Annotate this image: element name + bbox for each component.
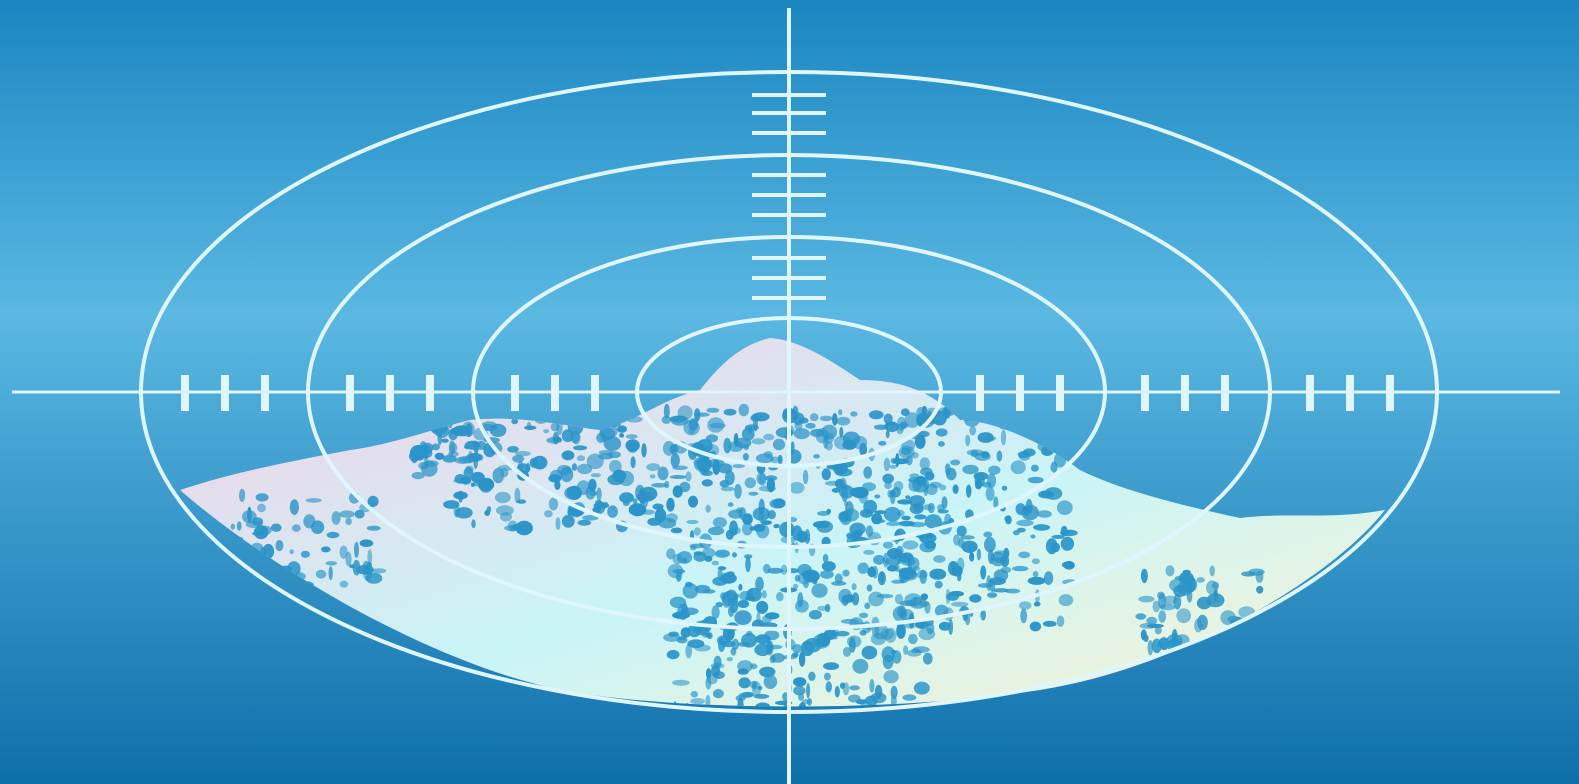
reticle-h-tick: [1181, 375, 1189, 411]
reticle-v-tick: [752, 93, 826, 97]
reticle-h-tick: [591, 375, 599, 411]
reticle-h-tick: [1056, 375, 1064, 411]
reticle-h-tick: [181, 375, 189, 411]
reticle-h-tick: [1141, 375, 1149, 411]
reticle-v-tick: [752, 213, 826, 217]
reticle-h-tick: [261, 375, 269, 411]
reticle-h-tick: [1306, 375, 1314, 411]
reticle-v-tick: [752, 193, 826, 197]
reticle-h-tick: [1221, 375, 1229, 411]
reticle-h-tick: [1386, 375, 1394, 411]
reticle-v-tick: [752, 276, 826, 280]
reticle-v-tick: [752, 296, 826, 300]
reticle-v-tick: [752, 131, 826, 135]
reticle-h-tick: [346, 375, 354, 411]
reticle-vertical-ticks: [752, 93, 826, 300]
reticle-horizontal-ticks: [181, 375, 1394, 411]
reticle-h-tick: [511, 375, 519, 411]
reticle-v-tick: [752, 256, 826, 260]
reticle-h-tick: [1346, 375, 1354, 411]
reticle-h-tick: [976, 375, 984, 411]
reticle-h-tick: [551, 375, 559, 411]
reticle-h-tick: [1016, 375, 1024, 411]
globe-speckle-texture: [218, 403, 1265, 707]
reticle-h-tick: [221, 375, 229, 411]
reticle-v-tick: [752, 173, 826, 177]
reticle-v-tick: [752, 111, 826, 115]
crosshair-reticle: [12, 8, 1560, 784]
reticle-h-tick: [426, 375, 434, 411]
reticle-h-tick: [386, 375, 394, 411]
